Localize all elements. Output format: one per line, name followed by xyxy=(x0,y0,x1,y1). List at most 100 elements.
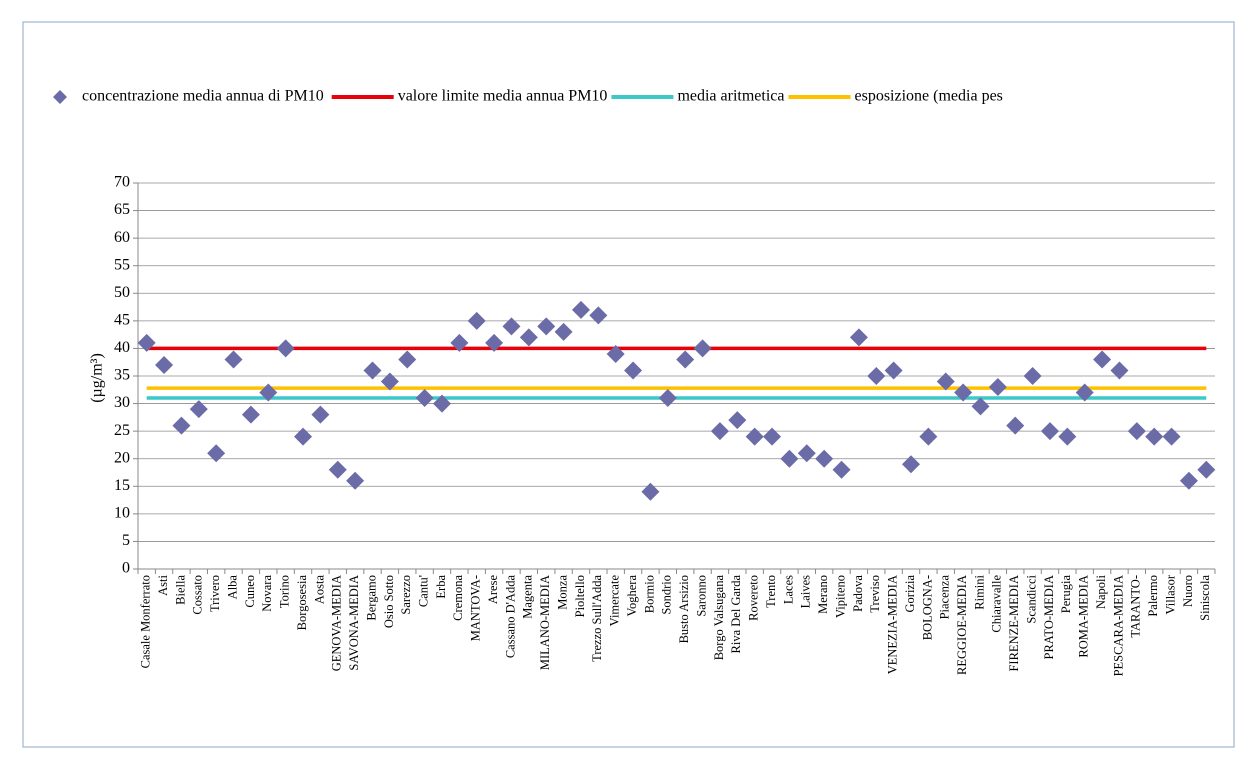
x-tick-label: Vimercate xyxy=(608,575,622,627)
x-tick-label: Merano xyxy=(816,575,830,614)
y-tick-label: 5 xyxy=(122,532,130,549)
marker xyxy=(988,378,1007,397)
x-tick-label: Biella xyxy=(173,575,187,605)
x-tick-label: SAVONA-MEDIA xyxy=(347,575,361,671)
x-tick-label: Magenta xyxy=(521,575,535,619)
y-tick-label: 65 xyxy=(114,201,130,218)
marker xyxy=(728,411,747,430)
marker xyxy=(571,300,590,319)
marker xyxy=(589,306,608,325)
x-tick-label: Vipiteno xyxy=(833,575,847,618)
marker xyxy=(849,328,868,347)
marker xyxy=(1058,427,1077,446)
x-tick-label: ROMA-MEDIA xyxy=(1077,575,1091,658)
marker xyxy=(502,317,521,336)
marker xyxy=(919,427,938,446)
x-tick-label: Busto Arsizio xyxy=(677,575,691,643)
legend-marker xyxy=(53,90,67,104)
marker xyxy=(224,350,243,369)
y-tick-label: 45 xyxy=(114,312,130,329)
marker xyxy=(485,333,504,352)
x-tick-label: Cossato xyxy=(191,575,205,615)
x-tick-label: MANTOVA- xyxy=(469,575,483,641)
x-tick-label: GENOVA-MEDIA xyxy=(330,575,344,671)
marker xyxy=(1093,350,1112,369)
y-tick-label: 25 xyxy=(114,422,130,439)
marker xyxy=(710,422,729,441)
x-tick-label: Trezzo Sull'Adda xyxy=(590,575,604,662)
marker xyxy=(398,350,417,369)
x-tick-label: Bormio xyxy=(642,575,656,613)
legend-label: valore limite media annua PM10 xyxy=(398,88,608,105)
x-tick-label: Sondrio xyxy=(660,575,674,615)
x-tick-label: Casale Monferrato xyxy=(139,575,153,668)
marker xyxy=(676,350,695,369)
x-tick-label: Laces xyxy=(781,575,795,604)
marker xyxy=(259,383,278,402)
x-tick-label: Monza xyxy=(555,575,569,610)
marker xyxy=(519,328,538,347)
marker xyxy=(380,372,399,391)
marker xyxy=(450,333,469,352)
x-tick-label: Villasor xyxy=(1163,574,1177,614)
marker xyxy=(241,405,260,424)
legend-label: concentrazione media annua di PM10 xyxy=(82,88,324,105)
x-tick-label: Perugia xyxy=(1059,575,1073,614)
marker xyxy=(1023,367,1042,385)
marker xyxy=(606,344,625,363)
x-tick-label: Cassano D'Adda xyxy=(503,575,517,659)
x-tick-label: Gorizia xyxy=(903,575,917,613)
y-tick-label: 0 xyxy=(122,560,130,577)
x-tick-label: TARANTO- xyxy=(1129,575,1143,638)
marker xyxy=(432,394,451,413)
marker xyxy=(797,444,816,463)
marker xyxy=(902,455,921,474)
x-tick-label: Borgosesia xyxy=(295,575,309,631)
marker xyxy=(641,482,660,501)
marker xyxy=(1006,416,1025,435)
marker xyxy=(693,339,712,358)
marker xyxy=(172,416,191,435)
x-tick-label: Sarezzo xyxy=(399,575,413,615)
marker xyxy=(294,427,313,446)
x-tick-label: Asti xyxy=(156,574,170,595)
x-tick-label: Chiaravalle xyxy=(990,575,1004,633)
x-tick-label: Novara xyxy=(260,575,274,612)
legend-label: media aritmetica xyxy=(677,88,784,105)
x-tick-label: Voghera xyxy=(625,575,639,617)
marker xyxy=(363,361,382,380)
marker xyxy=(1197,460,1216,479)
x-tick-label: Scandicci xyxy=(1024,574,1038,623)
marker xyxy=(658,389,677,408)
x-tick-label: Osio Sotto xyxy=(382,575,396,628)
x-tick-label: MILANO-MEDIA xyxy=(538,575,552,670)
x-tick-label: REGGIOE-MEDIA xyxy=(955,575,969,675)
x-tick-label: Pioltello xyxy=(573,575,587,617)
x-tick-label: FIRENZE-MEDIA xyxy=(1007,575,1021,672)
marker xyxy=(467,311,486,330)
marker xyxy=(207,444,226,463)
marker xyxy=(537,317,556,336)
marker xyxy=(554,322,573,341)
x-tick-label: Arese xyxy=(486,575,500,605)
marker xyxy=(1162,427,1181,446)
marker xyxy=(1127,422,1146,441)
marker xyxy=(1145,427,1164,446)
x-tick-label: Padova xyxy=(851,575,865,612)
marker xyxy=(137,333,156,352)
y-tick-label: 50 xyxy=(114,284,130,301)
y-tick-label: 55 xyxy=(114,256,130,273)
marker xyxy=(832,460,851,479)
x-tick-label: VENEZIA-MEDIA xyxy=(886,575,900,674)
x-tick-label: PESCARA-MEDIA xyxy=(1111,575,1125,676)
x-tick-label: Laives xyxy=(799,575,813,608)
x-tick-label: Cremona xyxy=(451,575,465,621)
marker xyxy=(815,449,834,468)
y-tick-label: 20 xyxy=(114,449,130,466)
y-tick-label: 30 xyxy=(114,394,130,411)
marker xyxy=(763,427,782,446)
x-tick-label: Nuoro xyxy=(1181,575,1195,607)
marker xyxy=(155,355,174,374)
marker xyxy=(311,405,330,424)
